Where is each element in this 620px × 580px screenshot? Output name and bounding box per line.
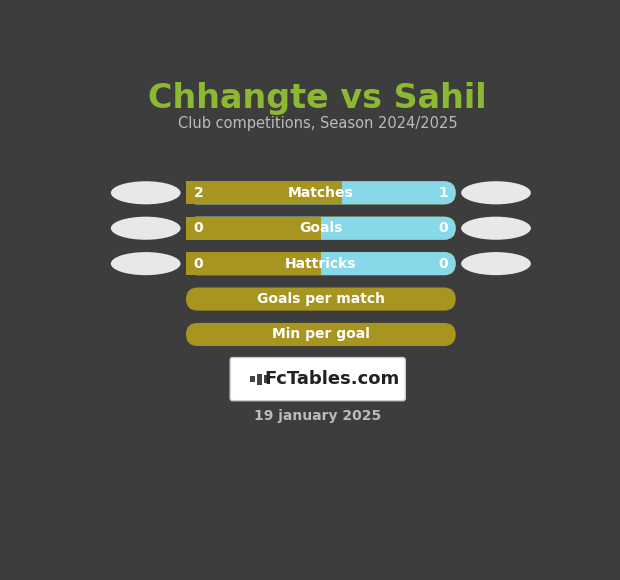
Text: FcTables.com: FcTables.com	[264, 370, 399, 388]
Text: 0: 0	[438, 256, 448, 271]
Bar	[186, 252, 321, 275]
FancyBboxPatch shape	[186, 323, 456, 346]
FancyBboxPatch shape	[186, 252, 456, 275]
Text: Club competitions, Season 2024/2025: Club competitions, Season 2024/2025	[178, 116, 458, 131]
FancyBboxPatch shape	[186, 182, 456, 204]
FancyBboxPatch shape	[186, 217, 456, 240]
Bar	[257, 374, 262, 385]
Text: Goals: Goals	[299, 221, 342, 235]
Text: Goals per match: Goals per match	[257, 292, 385, 306]
FancyBboxPatch shape	[186, 252, 456, 275]
FancyBboxPatch shape	[230, 358, 405, 401]
Text: Min per goal: Min per goal	[272, 328, 370, 342]
FancyBboxPatch shape	[186, 217, 456, 240]
Ellipse shape	[461, 252, 531, 275]
FancyBboxPatch shape	[186, 288, 456, 311]
Ellipse shape	[111, 252, 180, 275]
FancyBboxPatch shape	[186, 182, 210, 204]
Ellipse shape	[461, 217, 531, 240]
Text: Matches: Matches	[288, 186, 354, 200]
FancyBboxPatch shape	[186, 217, 210, 240]
FancyBboxPatch shape	[186, 252, 210, 275]
Text: 19 january 2025: 19 january 2025	[254, 409, 381, 423]
Ellipse shape	[111, 217, 180, 240]
Text: 0: 0	[193, 221, 203, 235]
Ellipse shape	[461, 181, 531, 204]
Bar	[186, 217, 321, 240]
Bar	[249, 376, 255, 382]
Bar	[264, 375, 269, 383]
Text: Hattricks: Hattricks	[285, 256, 356, 271]
Text: 0: 0	[438, 221, 448, 235]
Text: 2: 2	[193, 186, 203, 200]
FancyBboxPatch shape	[186, 182, 456, 204]
Bar	[186, 181, 342, 204]
Text: 1: 1	[438, 186, 448, 200]
Text: 0: 0	[193, 256, 203, 271]
Text: Chhangte vs Sahil: Chhangte vs Sahil	[148, 82, 487, 115]
Ellipse shape	[111, 181, 180, 204]
